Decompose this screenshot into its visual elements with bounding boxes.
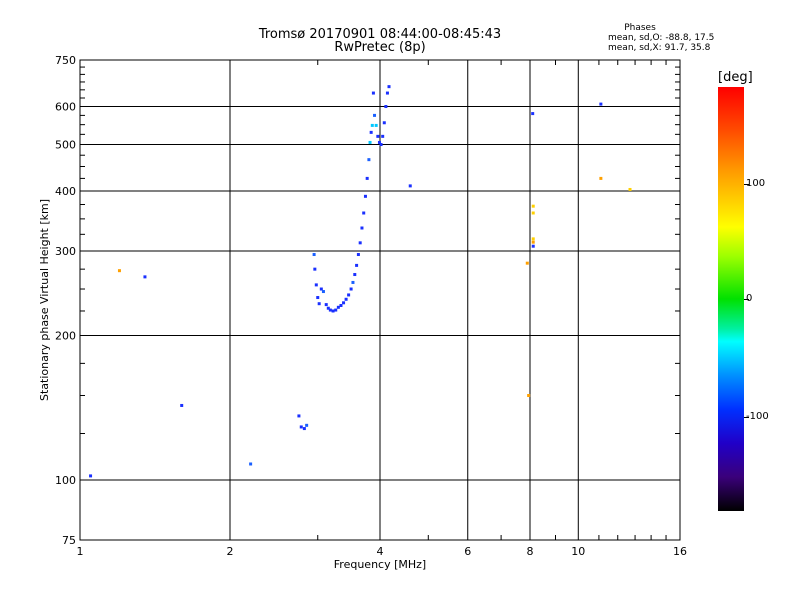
data-point — [334, 308, 338, 312]
data-point — [525, 261, 529, 265]
data-point — [317, 302, 321, 306]
data-point — [376, 134, 380, 138]
phases-o-mode: mean, sd,O: -88.8, 17.5 — [608, 33, 715, 43]
data-point — [314, 283, 318, 287]
data-point — [531, 244, 535, 248]
data-point — [408, 184, 412, 188]
data-point — [382, 121, 386, 125]
data-point — [356, 253, 360, 257]
data-point — [326, 306, 330, 310]
data-point — [374, 123, 378, 127]
data-point — [143, 275, 147, 279]
data-point — [527, 394, 531, 398]
data-point — [373, 113, 377, 117]
data-point — [379, 143, 383, 147]
data-point — [385, 91, 389, 95]
data-point — [302, 427, 306, 431]
data-point — [339, 303, 343, 307]
y-tick-label: 500 — [55, 139, 76, 152]
y-axis-label: Stationary phase Virtual Height [km] — [38, 199, 51, 401]
data-point — [312, 253, 316, 257]
y-tick-label: 600 — [55, 101, 76, 114]
data-point — [89, 474, 93, 478]
data-point — [344, 297, 348, 301]
data-point — [299, 425, 303, 429]
colorbar-tick-0: 0 — [746, 293, 753, 304]
data-point — [531, 240, 535, 244]
data-point — [531, 204, 535, 208]
data-point — [342, 301, 346, 305]
data-point — [316, 296, 320, 300]
y-tick-label: 750 — [55, 54, 76, 67]
data-point — [387, 85, 391, 89]
data-point — [531, 237, 535, 241]
data-point — [360, 226, 364, 230]
data-point — [347, 293, 351, 297]
data-point — [321, 290, 325, 294]
data-point — [351, 280, 355, 284]
colorbar-tick-100: 100 — [746, 178, 766, 189]
x-tick-label: 16 — [673, 545, 687, 558]
data-point — [358, 241, 362, 245]
data-point — [305, 423, 309, 427]
data-point — [180, 403, 184, 407]
x-tick-label: 2 — [227, 545, 234, 558]
data-point — [377, 140, 381, 144]
data-point — [355, 263, 359, 267]
data-point — [531, 112, 535, 116]
y-tick-label: 200 — [55, 330, 76, 343]
phases-header: Phases — [624, 23, 656, 33]
phases-x-mode: mean, sd,X: 91.7, 35.8 — [608, 43, 711, 53]
data-point — [365, 176, 369, 180]
x-tick-label: 4 — [377, 545, 384, 558]
x-tick-label: 8 — [527, 545, 534, 558]
data-point — [313, 267, 317, 271]
y-tick-label: 300 — [55, 245, 76, 258]
data-point — [371, 91, 375, 95]
data-point — [349, 287, 353, 291]
data-point — [297, 414, 301, 418]
data-point — [362, 211, 366, 215]
data-point — [599, 102, 603, 106]
chart-title: Tromsø 20170901 08:44:00-08:45:43 — [258, 27, 502, 42]
x-tick-label: 10 — [571, 545, 585, 558]
data-point — [363, 194, 367, 198]
y-tick-label: 75 — [62, 534, 76, 547]
y-tick-label: 100 — [55, 474, 76, 487]
data-point — [353, 273, 357, 277]
data-point — [384, 105, 388, 109]
chart-subtitle: RwPretec (8p) — [334, 40, 426, 55]
data-point — [531, 211, 535, 215]
data-point — [249, 462, 253, 466]
data-point — [117, 269, 121, 273]
x-tick-label: 1 — [77, 545, 84, 558]
data-point — [599, 176, 603, 180]
y-tick-label: 400 — [55, 185, 76, 198]
data-point — [324, 303, 328, 307]
data-point — [368, 140, 372, 144]
data-point — [369, 130, 373, 134]
data-point — [370, 123, 374, 127]
colorbar-tickmark — [744, 299, 749, 300]
data-point — [328, 308, 332, 312]
colorbar-tickmark — [744, 184, 749, 185]
data-point — [628, 187, 632, 191]
phase-colorbar — [718, 87, 744, 511]
data-point — [367, 158, 371, 162]
x-axis-label: Frequency [MHz] — [334, 558, 426, 571]
colorbar-tickmark — [744, 417, 749, 418]
data-point — [381, 134, 385, 138]
colorbar-label: [deg] — [718, 70, 753, 85]
data-point — [336, 305, 340, 309]
data-point — [331, 309, 335, 313]
x-tick-label: 6 — [464, 545, 471, 558]
colorbar-tick-minus100: -100 — [746, 411, 769, 422]
data-point — [319, 287, 323, 291]
